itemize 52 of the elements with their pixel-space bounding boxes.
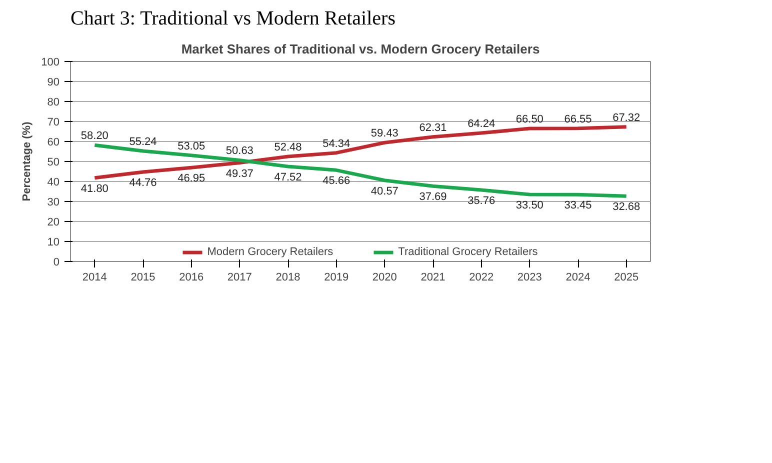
x-tick-label: 2019 [324,272,349,284]
data-label: 54.34 [322,138,350,150]
x-tick-label: 2024 [566,272,590,284]
data-label: 33.45 [564,200,592,212]
x-tick-label: 2021 [420,272,446,284]
x-tick-label: 2022 [469,272,494,284]
data-label: 67.32 [612,112,640,124]
data-label: 41.80 [80,182,108,195]
y-tick-label: 70 [47,116,60,128]
chart-subtitle: Market Shares of Traditional vs. Modern Grocery Retailers [181,42,540,56]
y-tick-label: 40 [47,176,60,188]
y-axis-title: Percentage (%) [21,121,34,202]
data-label: 58.20 [80,130,108,142]
x-tick-label: 2016 [179,272,204,284]
y-tick-label: 10 [47,236,60,248]
data-label: 40.57 [370,185,398,198]
data-label: 53.05 [178,140,206,152]
y-tick-label: 30 [47,196,60,208]
y-tick-label: 90 [47,76,60,88]
x-tick-label: 2023 [517,272,542,284]
data-label: 55.24 [129,136,157,148]
data-label: 49.37 [226,168,254,180]
chart-title: Chart 3: Traditional vs Modern Retailers [70,8,396,30]
x-tick-label: 2020 [372,272,397,284]
data-label: 33.50 [516,200,544,212]
y-tick-label: 20 [47,216,60,228]
y-tick-label: 50 [47,156,60,168]
data-label: 50.63 [226,145,254,158]
data-label: 64.24 [468,118,496,130]
data-label: 35.76 [468,194,496,207]
data-label: 45.66 [322,175,350,188]
data-label: 44.76 [129,176,157,189]
y-tick-label: 100 [41,56,60,68]
legend-label: Modern Grocery Retailers [207,245,334,259]
data-label: 37.69 [419,191,447,204]
x-tick-label: 2015 [130,272,156,284]
data-label: 47.52 [274,171,302,184]
x-tick-label: 2014 [82,272,107,284]
data-label: 62.31 [419,122,447,134]
x-tick-label: 2017 [227,272,252,284]
data-label: 66.55 [564,113,592,126]
legend-label: Traditional Grocery Retailers [398,245,538,259]
data-label: 32.68 [612,201,640,214]
y-tick-label: 60 [47,136,60,148]
data-label: 52.48 [274,142,302,154]
y-tick-label: 80 [47,96,60,108]
x-tick-label: 2018 [276,272,300,284]
y-tick-label: 0 [53,256,60,268]
data-label: 59.43 [370,128,398,140]
data-label: 46.95 [178,172,206,185]
x-tick-label: 2025 [614,272,639,284]
data-label: 66.50 [516,114,544,126]
